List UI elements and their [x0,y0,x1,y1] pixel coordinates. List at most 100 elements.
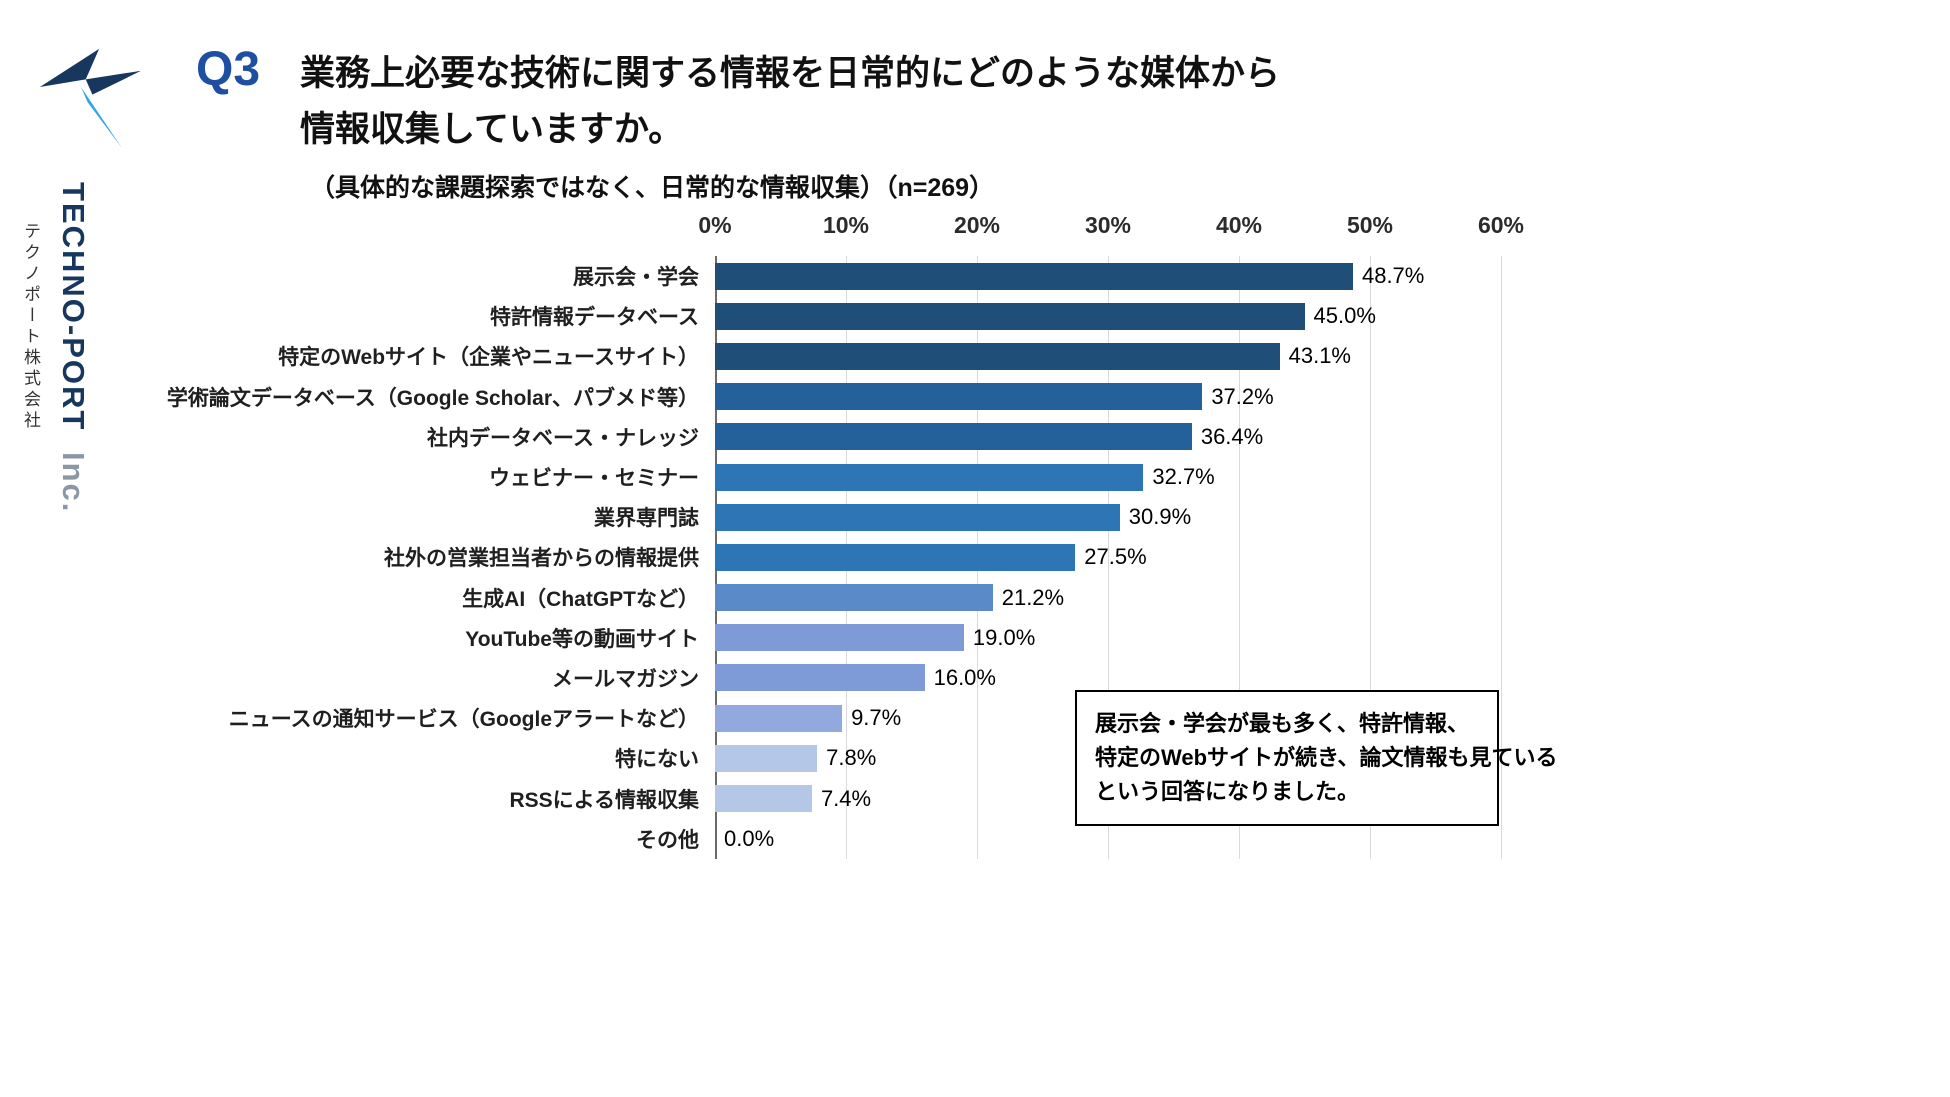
category-label: 生成AI（ChatGPTなど） [462,587,699,611]
chart-row: 特にない 7.8% [0,738,1640,778]
value-label: 0.0% [724,825,775,851]
gridline [1239,256,1240,859]
bar-track: 19.0% [715,618,1640,658]
techno-port-logo-icon [38,45,143,150]
chart-row: 展示会・学会 48.7% [0,256,1640,296]
category-label: RSSによる情報収集 [509,788,699,812]
value-label: 7.4% [820,785,872,811]
value-label: 16.0% [933,664,996,690]
chart-row: 学術論文データベース（Google Scholar、パブメド等） 37.2% [0,377,1640,417]
chart-row: 生成AI（ChatGPTなど） 21.2% [0,578,1640,618]
bar-track: 32.7% [715,457,1640,497]
category-label: 特許情報データベース [490,306,699,330]
bar [715,423,1192,451]
bar-track: 16.0% [715,658,1640,698]
bar [715,342,1280,370]
gridline [1501,256,1502,859]
x-tick-label: 20% [953,212,1001,238]
category-label: メールマガジン [552,667,699,691]
category-label: その他 [636,828,699,852]
chart-row: 特許情報データベース 45.0% [0,296,1640,336]
chart-row: ウェビナー・セミナー 32.7% [0,457,1640,497]
value-label: 21.2% [1001,584,1065,610]
bar-track: 7.4% [715,778,1640,818]
bar-track: 48.7% [715,256,1640,296]
annotation-line-1: 展示会・学会が最も多く、特許情報、 [1095,711,1470,736]
category-label: 業界専門誌 [594,507,699,531]
bar-track: 0.0% [715,819,1640,859]
annotation-line-3: という回答になりました。 [1095,779,1360,805]
category-label: YouTube等の動画サイト [465,627,699,651]
value-label: 27.5% [1084,544,1147,570]
value-label: 7.8% [826,745,877,771]
question-title: 業務上必要な技術に関する情報を日常的にどのような媒体から 情報収集していますか。… [300,46,1280,204]
bar [715,704,843,732]
title-line-2: 情報収集していますか。 [300,110,684,149]
gridline [1370,256,1371,859]
plot-area: 展示会・学会 48.7% 特許情報データベース 45.0% 特定のWebサイト（企業やニ… [0,256,1640,859]
x-tick-label: 30% [1084,212,1132,238]
chart-row: RSSによる情報収集 7.4% [0,778,1640,818]
bar [715,744,818,772]
chart-row: 業界専門誌 30.9% [0,497,1640,537]
bar [715,262,1353,290]
bar-track: 36.4% [715,417,1640,457]
category-label: 特定のWebサイト（企業やニュースサイト） [278,346,699,370]
value-label: 19.0% [972,624,1036,650]
x-tick-label: 40% [1215,212,1263,238]
bar [715,302,1305,330]
company-name-en: TECHNO-PORT Inc. [55,182,91,622]
value-label: 9.7% [851,705,902,731]
bar-track: 43.1% [715,336,1640,376]
chart-row: 社外の営業担当者からの情報提供 27.5% [0,537,1640,577]
company-name-en-suffix: Inc. [56,451,91,514]
bar-track: 7.8% [715,738,1640,778]
category-label: ウェビナー・セミナー [489,467,699,491]
value-label: 37.2% [1211,383,1274,409]
subtitle: （具体的な課題探索ではなく、日常的な情報収集）（n=269） [310,174,995,202]
bar [715,664,925,692]
bar-track: 9.7% [715,698,1640,738]
question-number: Q3 [196,43,261,96]
chart-row: その他 0.0% [0,819,1640,859]
x-tick-label: 0% [698,212,732,238]
bar-track: 27.5% [715,537,1640,577]
bar [715,584,993,612]
chart-row: 社内データベース・ナレッジ 36.4% [0,417,1640,457]
value-label: 30.9% [1128,504,1192,530]
value-label: 43.1% [1288,343,1351,369]
bar-track: 45.0% [715,296,1640,336]
gridline [1108,256,1109,859]
category-label: 学術論文データベース（Google Scholar、パブメド等） [166,386,699,410]
x-tick-label: 10% [822,212,870,238]
title-line-1: 業務上必要な技術に関する情報を日常的にどのような媒体から [300,54,1281,93]
bar [715,463,1144,491]
company-name-en-main: TECHNO-PORT [56,182,91,432]
category-label: 特にない [615,748,699,772]
x-tick-label: 60% [1477,212,1525,238]
bar-track: 37.2% [715,377,1640,417]
value-label: 45.0% [1313,303,1376,329]
horizontal-bar-chart: 0% 10% 20% 30% 40% 50% 60% 展示会・学会 48.7% 特許情報データベ… [0,208,1640,859]
value-label: 36.4% [1200,423,1264,449]
bar [715,624,964,652]
company-name-jp: テクノポート株式会社 [21,222,40,432]
x-tick-label: 50% [1346,212,1394,238]
x-axis: 0% 10% 20% 30% 40% 50% 60% [0,208,1640,256]
value-label: 32.7% [1152,464,1215,490]
annotation-line-2: 特定のWebサイトが続き、論文情報も見ている [1095,745,1558,771]
annotation-box: 展示会・学会が最も多く、特許情報、 特定のWebサイトが続き、論文情報も見ている… [1075,690,1558,827]
bar [715,383,1203,411]
category-label: ニュースの通知サービス（Googleアラートなど） [228,708,699,732]
bar-track: 30.9% [715,497,1640,537]
category-label: 社外の営業担当者からの情報提供 [384,547,699,571]
category-label: 展示会・学会 [573,266,699,290]
bar [715,503,1120,531]
chart-row: メールマガジン 16.0% [0,658,1640,698]
bar [715,785,812,813]
chart-row: YouTube等の動画サイト 19.0% [0,618,1640,658]
bar-track: 21.2% [715,578,1640,618]
bar [715,543,1076,571]
category-label: 社内データベース・ナレッジ [427,426,699,450]
